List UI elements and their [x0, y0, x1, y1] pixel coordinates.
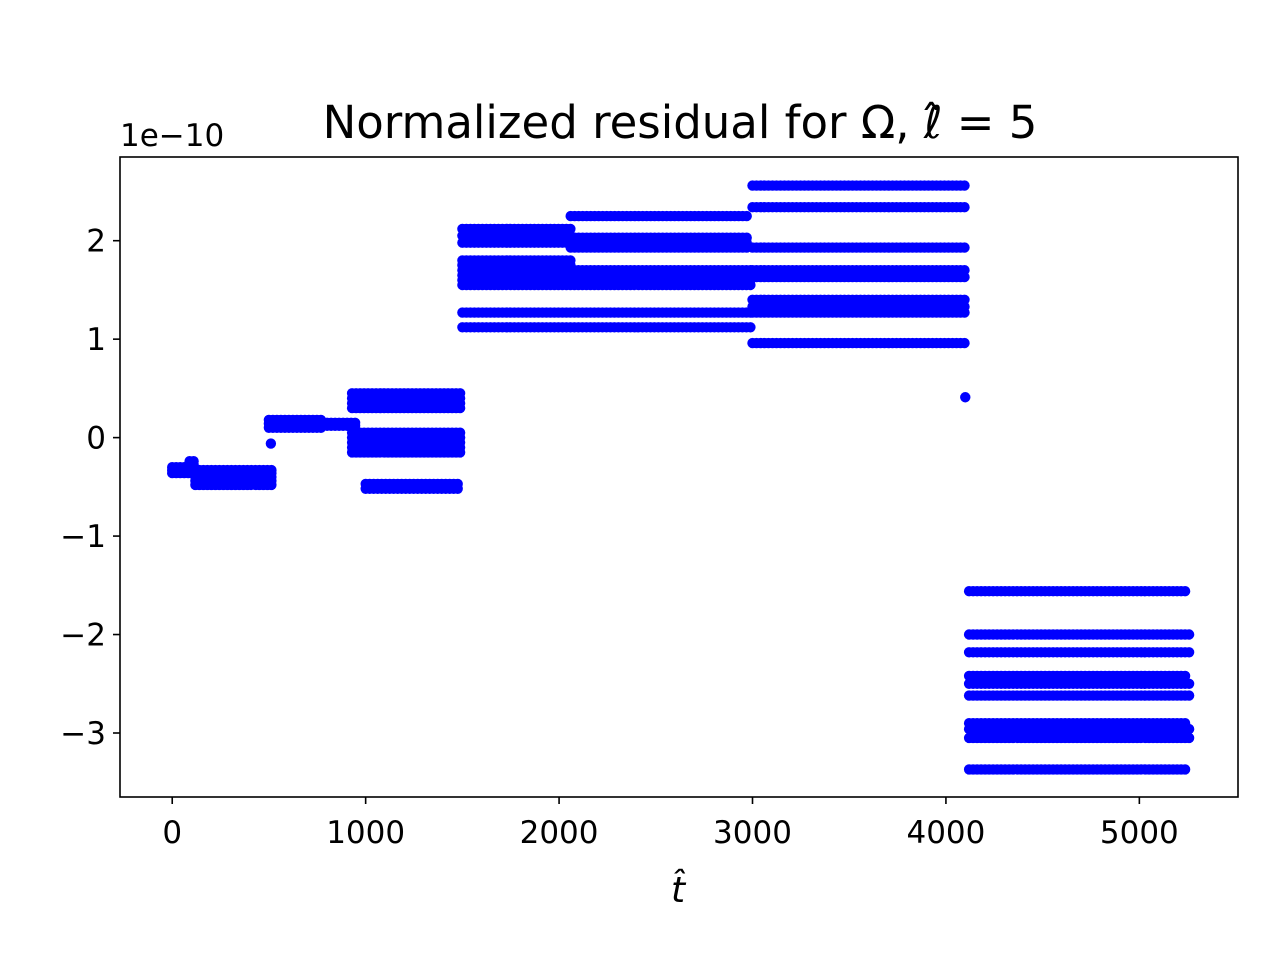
- scatter-segment: [457, 307, 756, 333]
- x-tick-label: 1000: [326, 815, 405, 851]
- x-tick-label: 2000: [520, 815, 599, 851]
- scatter-point: [454, 447, 466, 458]
- x-tick-label: 4000: [906, 815, 985, 851]
- scatter-segment: [360, 478, 463, 494]
- scatter-segment: [346, 447, 466, 458]
- scatter-point: [745, 322, 756, 333]
- scatter-segment: [747, 180, 970, 349]
- scatter-point: [1183, 647, 1195, 658]
- y-tick-label: −1: [60, 519, 106, 555]
- scatter-segment: [457, 265, 756, 291]
- scatter-point: [745, 279, 756, 291]
- x-tick-label: 5000: [1100, 815, 1179, 851]
- y-tick-label: 1: [86, 322, 106, 358]
- scatter-point: [960, 392, 971, 403]
- scatter-point: [265, 438, 277, 449]
- scatter-segment: [457, 223, 576, 271]
- scatter-point: [266, 479, 277, 491]
- scatter-point: [1179, 670, 1191, 682]
- scatter-point: [1179, 764, 1191, 775]
- scatter-point: [452, 483, 463, 494]
- y-offset-label: 1e−10: [120, 118, 224, 154]
- scatter-point: [741, 210, 752, 222]
- y-tick-label: 0: [86, 421, 106, 457]
- x-tick-label: 0: [162, 815, 182, 851]
- scatter-points: [167, 180, 1195, 775]
- scatter-segment: [317, 417, 361, 431]
- scatter-segment: [265, 438, 277, 449]
- chart-title: Normalized residual for Ω, ℓ̂ = 5: [323, 96, 1038, 149]
- scatter-point: [349, 417, 361, 428]
- scatter-segment: [960, 392, 971, 403]
- y-tick-label: −3: [60, 716, 106, 752]
- scatter-point: [1183, 690, 1195, 701]
- scatter-point: [1183, 678, 1195, 689]
- y-tick-label: 2: [86, 224, 106, 260]
- scatter-point: [1183, 732, 1195, 744]
- scatter-segment: [263, 414, 327, 433]
- plot-frame: [119, 156, 1239, 798]
- scatter-point: [1179, 586, 1191, 597]
- scatter-segment: [190, 464, 277, 491]
- scatter-point: [959, 202, 970, 213]
- scatter-point: [959, 337, 970, 349]
- y-tick-label: −2: [60, 618, 106, 654]
- scatter-point: [1183, 723, 1195, 735]
- x-axis: 0 1000 2000 3000 4000 5000: [162, 797, 1179, 851]
- scatter-point: [959, 307, 970, 318]
- scatter-point: [959, 242, 970, 253]
- scatter-point: [1183, 629, 1195, 640]
- x-tick-label: 3000: [713, 815, 792, 851]
- scatter-point: [959, 271, 970, 283]
- y-axis: −3 −2 −1 0 1 2: [60, 224, 120, 752]
- scatter-segment: [963, 629, 1195, 744]
- scatter-segment: [565, 210, 752, 253]
- x-axis-label: t̂: [671, 868, 687, 911]
- scatter-point: [959, 180, 970, 191]
- scatter-point: [454, 402, 466, 414]
